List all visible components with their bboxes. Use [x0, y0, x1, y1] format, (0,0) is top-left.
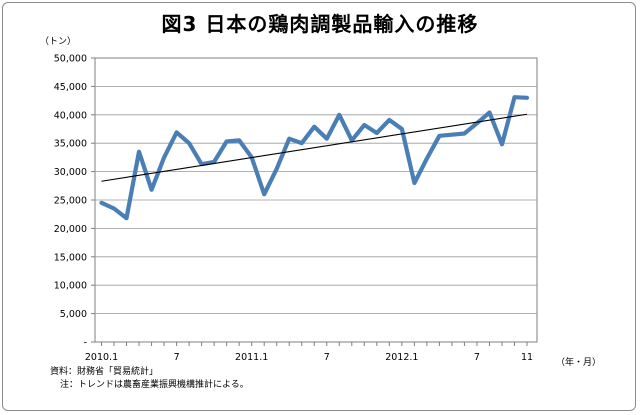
- x-tick-label: 7: [174, 352, 180, 363]
- gridlines: [91, 57, 538, 346]
- y-tick-label: 15,000: [54, 252, 87, 263]
- y-tick-label: 25,000: [54, 196, 87, 207]
- chart-title: 図3 日本の鶏肉調製品輸入の推移: [161, 12, 479, 36]
- trend-line: [101, 113, 528, 182]
- y-tick-label: 5,000: [60, 309, 87, 320]
- y-tick-label: 40,000: [54, 110, 87, 121]
- y-tick-label: 30,000: [54, 167, 87, 178]
- note-text: 注：トレンドは農畜産業振興機構推計による。: [60, 380, 249, 390]
- x-tick-label: 7: [324, 352, 330, 363]
- x-tick-label: 11: [521, 352, 533, 363]
- x-tick-label: 2011.1: [235, 352, 268, 363]
- y-tick-label: 35,000: [54, 139, 87, 150]
- y-tick-label: -: [84, 338, 87, 349]
- y-tick-label: 50,000: [54, 54, 87, 65]
- plot-area: [99, 95, 530, 221]
- y-tick-label: 45,000: [54, 82, 87, 93]
- x-axis-unit: （年・月）: [556, 358, 602, 368]
- x-tick-labels: 2010.1 7 2011.1 7 2012.1 7 11: [85, 352, 533, 363]
- y-tick-label: 20,000: [54, 224, 87, 235]
- x-tick-label: 2012.1: [385, 352, 418, 363]
- x-tick-label: 2010.1: [85, 352, 118, 363]
- y-axis-unit: （トン）: [40, 37, 77, 47]
- source-block: 資料：財務省「貿易統計」 注：トレンドは農畜産業振興機構推計による。: [50, 366, 249, 392]
- source-text: 資料：財務省「貿易統計」: [50, 367, 159, 377]
- x-tick-label: 7: [474, 352, 480, 363]
- y-tick-labels: 50,000 45,000 40,000 35,000 30,000 25,000 20,0…: [54, 54, 87, 349]
- y-tick-label: 10,000: [54, 281, 87, 292]
